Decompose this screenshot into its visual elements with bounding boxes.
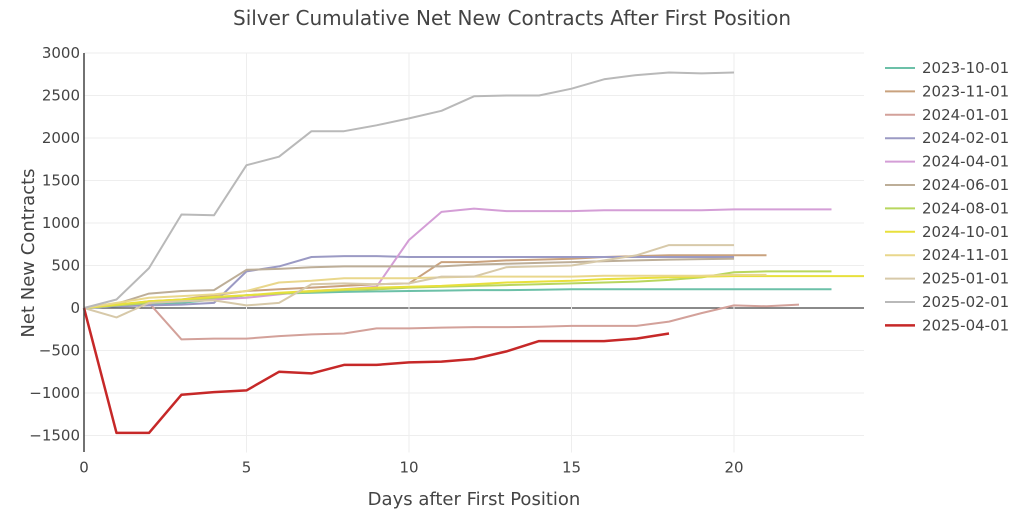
y-tick-label: 3000 [42, 44, 80, 62]
series-line-2024-01-01 [83, 301, 800, 341]
x-tick-label: 0 [79, 459, 89, 477]
legend-item-2024-01-01[interactable]: 2024-01-01 [885, 106, 1009, 124]
legend-item-2025-04-01[interactable]: 2025-04-01 [885, 316, 1009, 334]
legend-item-2025-01-01[interactable]: 2025-01-01 [885, 270, 1009, 288]
x-axis-ticks: 0 5 10 15 20 [79, 459, 743, 477]
legend-item-2024-02-01[interactable]: 2024-02-01 [885, 129, 1009, 147]
y-tick-label: 1000 [42, 214, 80, 232]
legend-label: 2025-01-01 [922, 270, 1009, 288]
legend: 2023-10-01 2023-11-01 2024-01-01 2024-02-01… [885, 59, 1009, 334]
x-tick-label: 20 [724, 459, 743, 477]
series-line-2025-02-01 [83, 71, 735, 309]
y-tick-label: −1000 [29, 384, 80, 402]
series-line-2025-01-01 [83, 244, 734, 319]
legend-label: 2024-01-01 [922, 106, 1009, 124]
series-line-2024-10-01 [83, 275, 864, 309]
series-line-2025-04-01 [82, 307, 670, 435]
y-tick-label: 1500 [42, 172, 80, 190]
y-tick-label: 500 [51, 257, 80, 275]
legend-label: 2024-10-01 [922, 223, 1009, 241]
chart-title: Silver Cumulative Net New Contracts Afte… [233, 6, 791, 30]
legend-label: 2024-06-01 [922, 176, 1009, 194]
y-tick-label: −500 [39, 342, 80, 360]
legend-label: 2024-11-01 [922, 246, 1009, 264]
legend-item-2023-10-01[interactable]: 2023-10-01 [885, 59, 1009, 77]
y-tick-label: 2500 [42, 87, 80, 105]
series-lines [82, 71, 864, 435]
legend-item-2023-11-01[interactable]: 2023-11-01 [885, 82, 1009, 100]
legend-label: 2023-11-01 [922, 82, 1009, 100]
series-line-2024-11-01 [83, 273, 767, 309]
legend-item-2024-08-01[interactable]: 2024-08-01 [885, 199, 1009, 217]
legend-label: 2024-04-01 [922, 153, 1009, 171]
x-tick-label: 15 [562, 459, 581, 477]
legend-label: 2024-08-01 [922, 199, 1009, 217]
legend-item-2024-10-01[interactable]: 2024-10-01 [885, 223, 1009, 241]
legend-label: 2024-02-01 [922, 129, 1009, 147]
y-axis-ticks: −1500 −1000 −500 0 500 1000 1500 2000 2500 3000 [29, 44, 80, 445]
legend-item-2024-11-01[interactable]: 2024-11-01 [885, 246, 1009, 264]
legend-item-2024-04-01[interactable]: 2024-04-01 [885, 153, 1009, 171]
y-tick-label: −1500 [29, 427, 80, 445]
x-tick-label: 5 [242, 459, 252, 477]
legend-item-2025-02-01[interactable]: 2025-02-01 [885, 293, 1009, 311]
series-line-2024-06-01 [83, 257, 735, 309]
legend-label: 2025-04-01 [922, 316, 1009, 334]
legend-item-2024-06-01[interactable]: 2024-06-01 [885, 176, 1009, 194]
y-tick-label: 2000 [42, 129, 80, 147]
y-tick-label: 0 [70, 299, 80, 317]
x-tick-label: 10 [399, 459, 418, 477]
legend-label: 2023-10-01 [922, 59, 1009, 77]
y-axis-label: Net New Contracts [18, 168, 39, 337]
x-axis-label: Days after First Position [368, 489, 581, 510]
legend-label: 2025-02-01 [922, 293, 1009, 311]
